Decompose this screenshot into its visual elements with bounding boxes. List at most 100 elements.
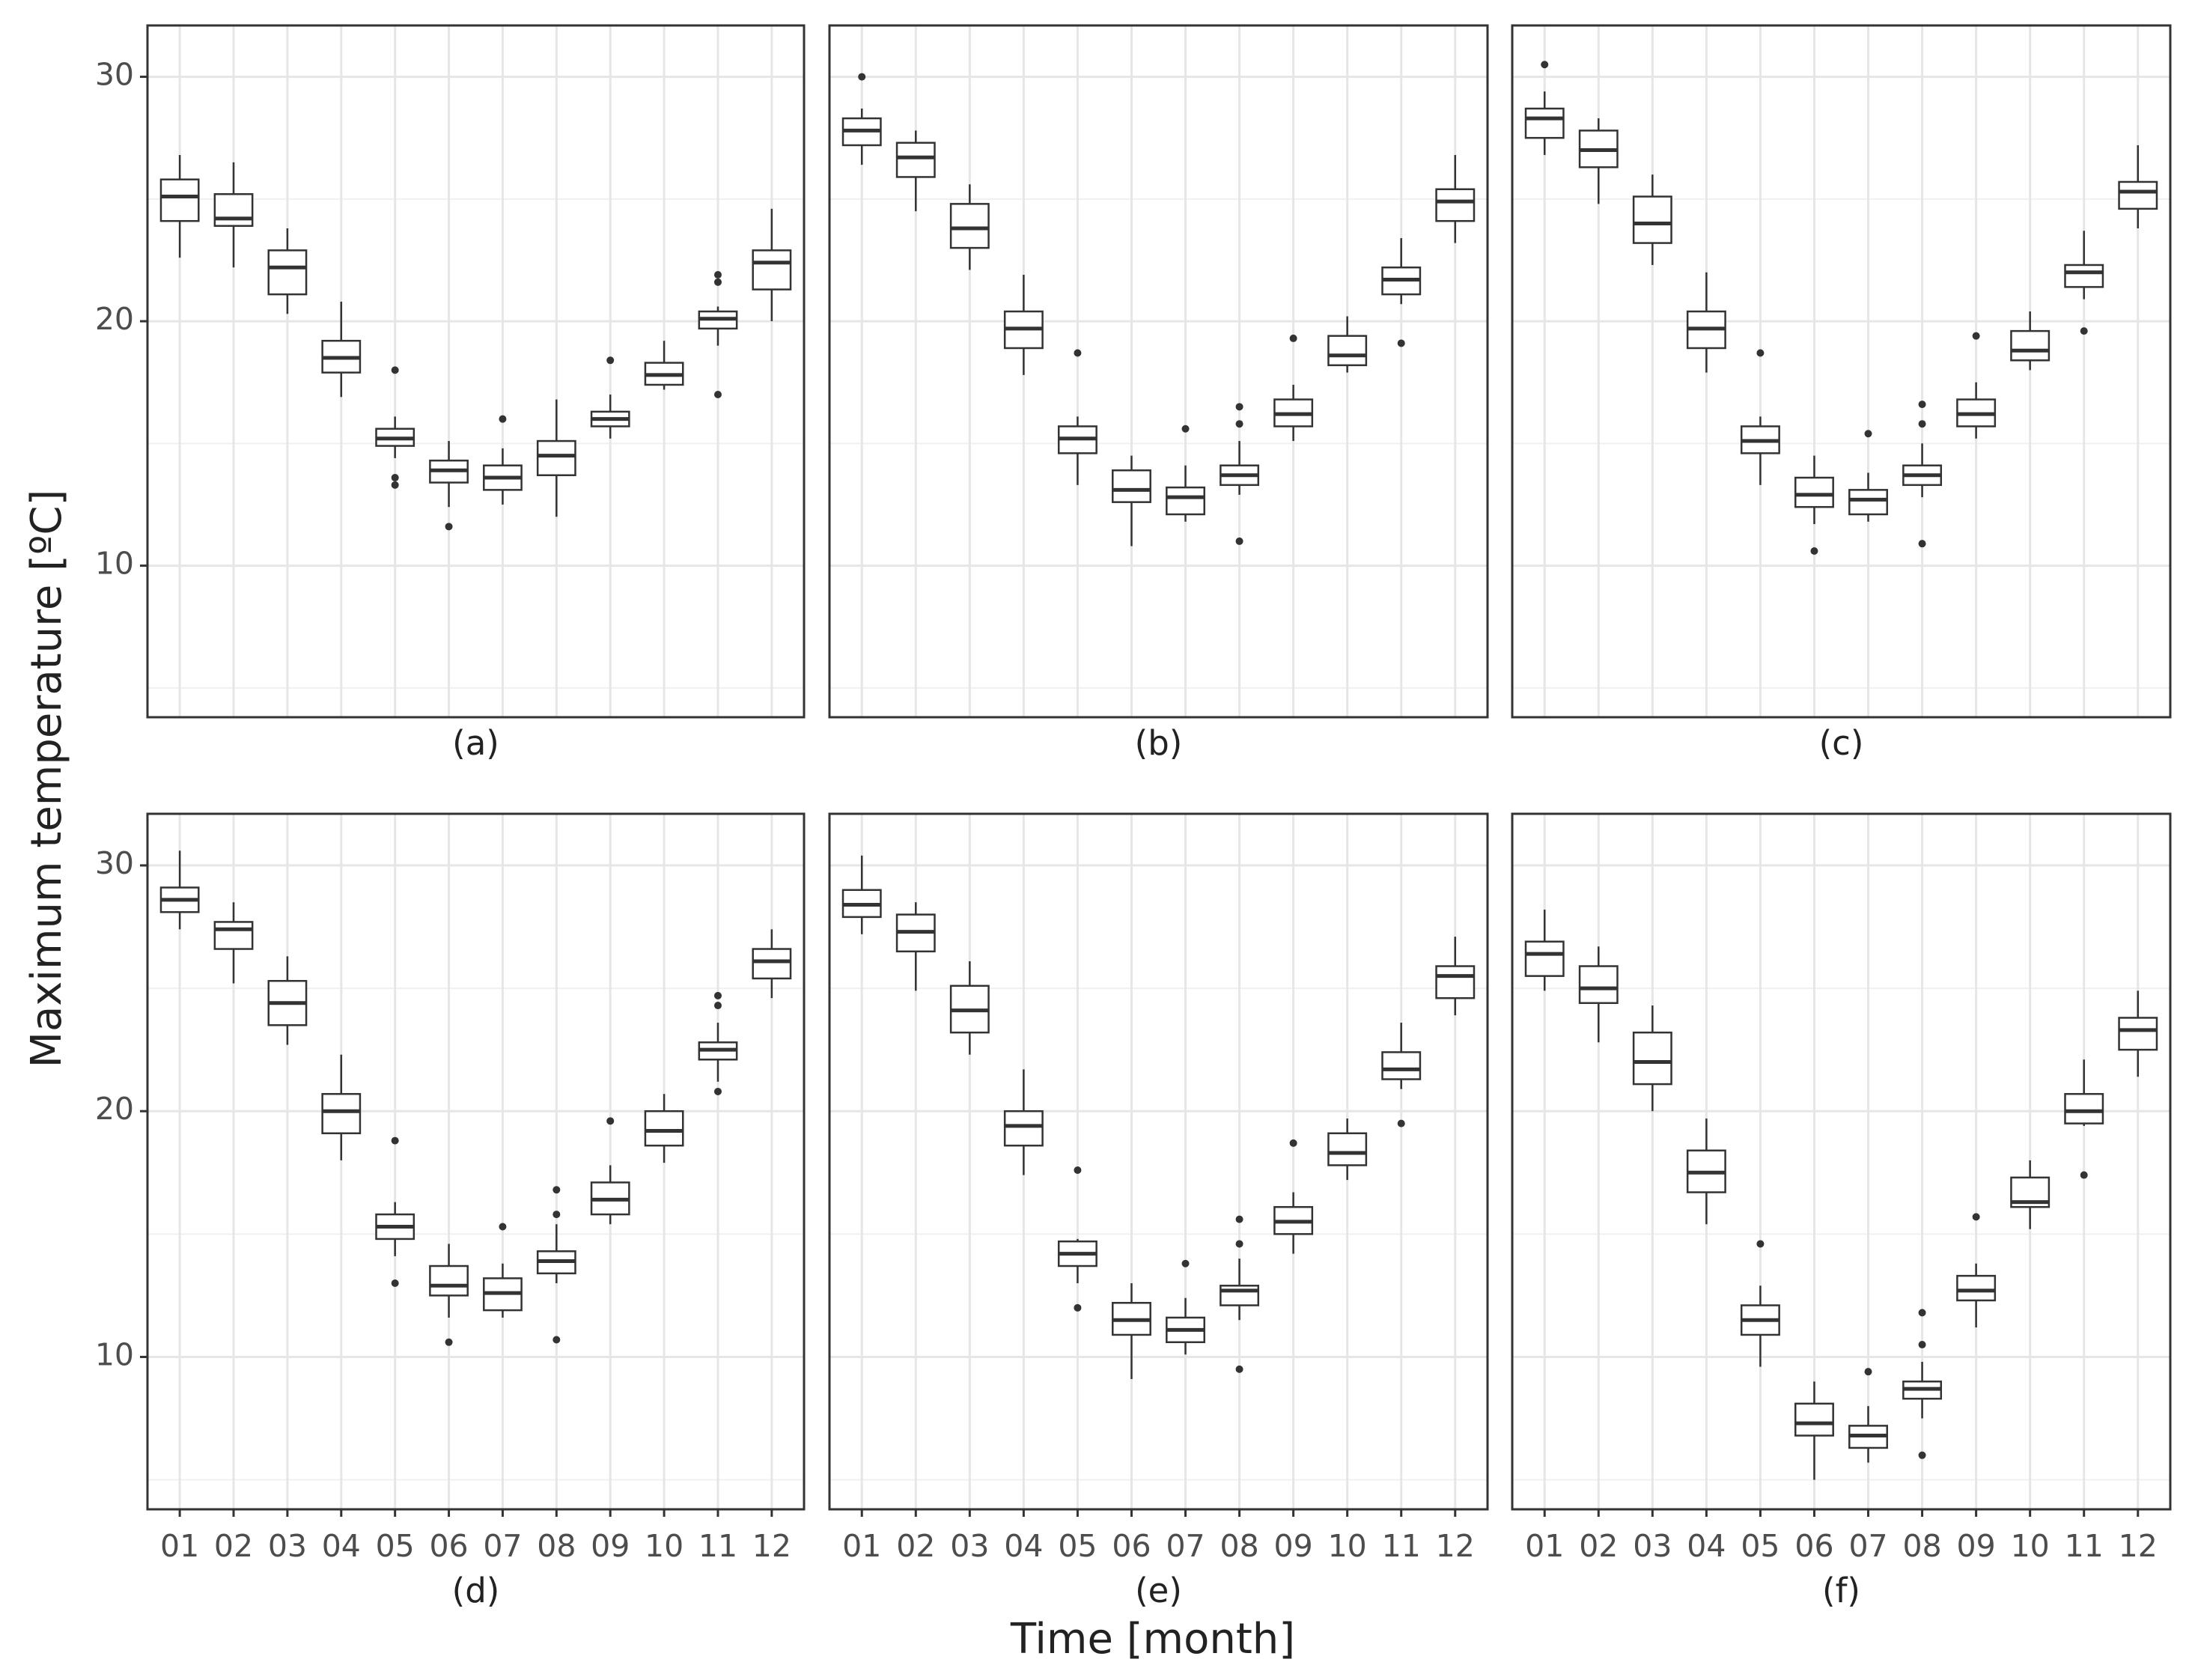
x-tick-label: 08 (1220, 1528, 1258, 1564)
outlier (2080, 1171, 2088, 1179)
box (213, 193, 254, 227)
box (949, 203, 990, 249)
x-tick-label: 08 (1902, 1528, 1941, 1564)
x-tick-label: 12 (2119, 1528, 2158, 1564)
box (1435, 965, 1476, 999)
outlier (391, 1136, 399, 1145)
box (429, 1264, 469, 1297)
x-tick-label: 07 (1848, 1528, 1887, 1564)
outlier (1289, 334, 1297, 342)
box (1794, 1402, 1834, 1437)
outlier (713, 991, 722, 999)
box (1578, 965, 1619, 1005)
x-tick-label: 10 (1328, 1528, 1367, 1564)
x-tick-label: 04 (1687, 1528, 1726, 1564)
outlier (1074, 349, 1082, 357)
x-tick-label: 05 (376, 1528, 415, 1564)
outlier (1972, 1213, 1980, 1221)
outlier (1181, 1259, 1190, 1267)
x-tick-label: 09 (1957, 1528, 1996, 1564)
box (1435, 188, 1476, 222)
x-tick-label: 06 (1794, 1528, 1833, 1564)
box (1220, 1285, 1260, 1306)
outlier (713, 278, 722, 286)
x-tick-label: 02 (214, 1528, 253, 1564)
box (321, 1092, 362, 1134)
outlier (1074, 1166, 1082, 1174)
box (267, 249, 308, 296)
box (1794, 476, 1834, 508)
facet-label: (b) (1135, 723, 1183, 763)
facet-label: (e) (1135, 1571, 1182, 1610)
outlier (1918, 540, 1926, 548)
outlier (1756, 349, 1765, 357)
panel-border (1511, 24, 2172, 719)
outlier (1397, 339, 1405, 347)
x-tick-label: 11 (2065, 1528, 2104, 1564)
facet-label: (a) (452, 723, 499, 763)
outlier (1397, 1119, 1405, 1127)
y-tick-label: 10 (95, 546, 134, 582)
outlier (1235, 1215, 1243, 1223)
x-tick-label: 11 (698, 1528, 737, 1564)
x-tick-label: 01 (160, 1528, 199, 1564)
y-tick-label: 30 (95, 845, 134, 881)
outlier (1810, 547, 1818, 555)
panel-border (146, 24, 806, 719)
x-tick-label: 07 (483, 1528, 522, 1564)
x-tick-label: 08 (537, 1528, 576, 1564)
outlier (445, 523, 453, 531)
panel-border (828, 812, 1489, 1511)
box (1381, 1051, 1422, 1080)
outlier (1235, 1365, 1243, 1373)
outlier (391, 481, 399, 489)
box (1327, 1132, 1368, 1166)
facet-label: (f) (1822, 1571, 1860, 1610)
facet-label: (c) (1819, 723, 1864, 763)
box (2064, 1092, 2104, 1124)
x-tick-label: 02 (1579, 1528, 1618, 1564)
box (1166, 486, 1205, 516)
outlier (1864, 430, 1872, 438)
box (1956, 1274, 1997, 1302)
box (159, 178, 200, 222)
x-tick-label: 05 (1741, 1528, 1779, 1564)
outlier (606, 356, 615, 365)
box (213, 921, 254, 950)
outlier (713, 391, 722, 399)
outlier (1864, 1368, 1872, 1376)
x-axis-label: Time [month] (1010, 1615, 1295, 1664)
box (1003, 1110, 1044, 1147)
outlier (1235, 537, 1243, 545)
y-tick-label: 30 (95, 57, 134, 93)
x-tick-label: 10 (645, 1528, 684, 1564)
x-tick-label: 12 (1436, 1528, 1475, 1564)
outlier (499, 1223, 507, 1231)
x-tick-label: 01 (842, 1528, 881, 1564)
x-tick-label: 11 (1382, 1528, 1421, 1564)
outlier (1074, 1303, 1082, 1312)
y-tick-label: 10 (95, 1336, 134, 1372)
x-tick-label: 04 (1004, 1528, 1043, 1564)
x-tick-label: 04 (322, 1528, 361, 1564)
outlier (391, 366, 399, 374)
outlier (713, 1002, 722, 1010)
x-tick-label: 09 (591, 1528, 630, 1564)
outlier (1918, 420, 1926, 428)
outlier (713, 271, 722, 279)
x-tick-label: 10 (2011, 1528, 2050, 1564)
outlier (1972, 332, 1980, 340)
x-tick-label: 05 (1058, 1528, 1097, 1564)
x-tick-label: 03 (1633, 1528, 1672, 1564)
x-tick-label: 01 (1525, 1528, 1564, 1564)
box (1848, 489, 1888, 516)
box (1112, 469, 1151, 503)
outlier (1235, 420, 1243, 428)
y-tick-label: 20 (95, 1091, 134, 1127)
box (1524, 107, 1565, 139)
box (1524, 940, 1565, 977)
outlier (499, 415, 507, 423)
panel-border (146, 812, 806, 1511)
box (1327, 335, 1368, 367)
